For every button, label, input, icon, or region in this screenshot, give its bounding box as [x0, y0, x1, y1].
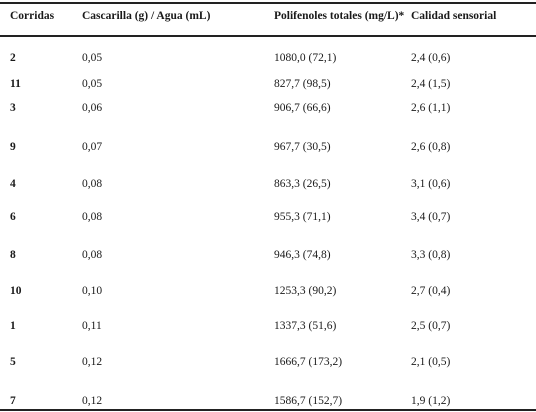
- table-bottom-rule: [0, 409, 536, 411]
- row-cascarilla-agua-cell: 0,12: [82, 395, 103, 407]
- row-corrida-cell: 3: [10, 102, 16, 114]
- row-cascarilla-agua-cell: 0,07: [82, 141, 103, 153]
- row-corrida-cell: 8: [10, 249, 16, 261]
- row-polifenoles-cell: 967,7 (30,5): [274, 141, 331, 153]
- row-calidad-sensorial-cell: 2,5 (0,7): [411, 320, 451, 332]
- row-polifenoles-cell: 955,3 (71,1): [274, 211, 331, 223]
- row-corrida-cell: 9: [10, 141, 16, 153]
- row-cascarilla-agua-cell: 0,11: [82, 320, 102, 332]
- row-polifenoles-cell: 1337,3 (51,6): [274, 320, 337, 332]
- row-cascarilla-agua-cell: 0,08: [82, 178, 103, 190]
- header-polifenoles: Polifenoles totales (mg/L)*: [274, 10, 405, 22]
- row-calidad-sensorial-cell: 3,3 (0,8): [411, 249, 451, 261]
- row-polifenoles-cell: 1080,0 (72,1): [274, 52, 337, 64]
- row-corrida-cell: 4: [10, 178, 16, 190]
- table-header-rule: [0, 35, 536, 37]
- row-calidad-sensorial-cell: 1,9 (1,2): [411, 395, 451, 407]
- row-cascarilla-agua-cell: 0,05: [82, 78, 103, 90]
- header-cascarilla-agua: Cascarilla (g) / Agua (mL): [82, 10, 211, 22]
- row-polifenoles-cell: 1586,7 (152,7): [274, 395, 343, 407]
- row-corrida-cell: 6: [10, 211, 16, 223]
- row-cascarilla-agua-cell: 0,10: [82, 285, 103, 297]
- row-calidad-sensorial-cell: 3,1 (0,6): [411, 178, 451, 190]
- row-polifenoles-cell: 906,7 (66,6): [274, 102, 331, 114]
- table-top-rule: [0, 2, 536, 4]
- row-cascarilla-agua-cell: 0,08: [82, 249, 103, 261]
- row-calidad-sensorial-cell: 2,4 (1,5): [411, 78, 451, 90]
- row-calidad-sensorial-cell: 2,7 (0,4): [411, 285, 451, 297]
- row-polifenoles-cell: 1666,7 (173,2): [274, 356, 343, 368]
- row-corrida-cell: 10: [10, 285, 22, 297]
- row-cascarilla-agua-cell: 0,06: [82, 102, 103, 114]
- row-corrida-cell: 2: [10, 52, 16, 64]
- header-calidad-sensorial: Calidad sensorial: [411, 10, 497, 22]
- row-polifenoles-cell: 827,7 (98,5): [274, 78, 331, 90]
- row-calidad-sensorial-cell: 3,4 (0,7): [411, 211, 451, 223]
- row-calidad-sensorial-cell: 2,6 (0,8): [411, 141, 451, 153]
- row-polifenoles-cell: 946,3 (74,8): [274, 249, 331, 261]
- row-polifenoles-cell: 1253,3 (90,2): [274, 285, 337, 297]
- row-cascarilla-agua-cell: 0,08: [82, 211, 103, 223]
- row-corrida-cell: 1: [10, 320, 16, 332]
- row-polifenoles-cell: 863,3 (26,5): [274, 178, 331, 190]
- row-calidad-sensorial-cell: 2,1 (0,5): [411, 356, 451, 368]
- row-corrida-cell: 5: [10, 356, 16, 368]
- row-cascarilla-agua-cell: 0,12: [82, 356, 103, 368]
- row-corrida-cell: 7: [10, 395, 16, 407]
- row-calidad-sensorial-cell: 2,4 (0,6): [411, 52, 451, 64]
- row-calidad-sensorial-cell: 2,6 (1,1): [411, 102, 451, 114]
- row-corrida-cell: 11: [10, 78, 21, 90]
- row-cascarilla-agua-cell: 0,05: [82, 52, 103, 64]
- header-corridas: Corridas: [10, 10, 55, 22]
